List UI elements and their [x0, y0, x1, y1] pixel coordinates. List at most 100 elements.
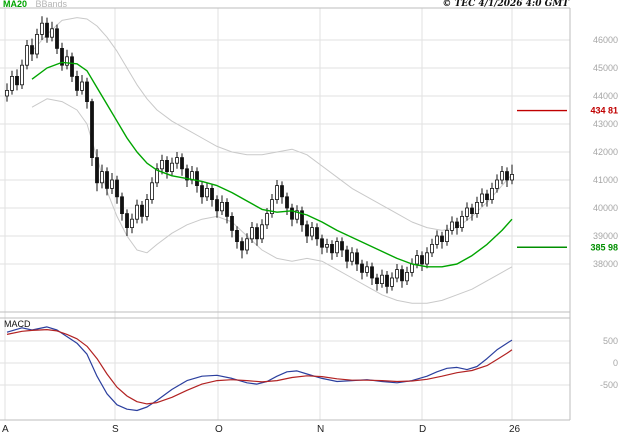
candle-body [295, 210, 299, 220]
candle-body [425, 252, 429, 265]
candle-body [135, 204, 139, 220]
candle-body [120, 196, 124, 215]
candle-body [360, 263, 364, 273]
legend-ma20-label: MA20 [3, 0, 28, 9]
x-axis-label: S [112, 424, 119, 435]
candle-body [65, 56, 69, 66]
candle-body [335, 241, 339, 254]
candle-body [205, 187, 209, 198]
candle-body [380, 274, 384, 285]
candle-body [280, 185, 284, 198]
candle-body [445, 229, 449, 242]
candle-body [415, 255, 419, 265]
candle-body [495, 179, 499, 189]
candle-body [505, 171, 509, 181]
candle-body [90, 101, 94, 158]
candle-body [200, 185, 204, 198]
candle-body [30, 45, 34, 55]
candle-body [475, 201, 479, 214]
candle-body [320, 238, 324, 248]
candle-body [180, 157, 184, 170]
candle-body [110, 179, 114, 189]
x-axis-label: N [317, 424, 324, 435]
candle-body [410, 263, 414, 273]
candle-body [490, 187, 494, 200]
candle-body [405, 271, 409, 282]
candle-body [310, 227, 314, 237]
candle-body [420, 255, 424, 265]
ma20-polyline [31, 61, 513, 268]
candle-body [440, 235, 444, 242]
candle-body [370, 266, 374, 279]
candle-body [250, 227, 254, 240]
candle-body [435, 235, 439, 245]
macd-tick-label: 500 [603, 336, 618, 346]
candle-body [5, 90, 9, 97]
macd-line [6, 326, 513, 412]
candle-body [480, 193, 484, 203]
price-tick-label: 44000 [593, 91, 618, 101]
candle-body [455, 221, 459, 228]
candle-body [365, 266, 369, 273]
candle-body [340, 241, 344, 251]
chart-legend: MA20 BBands [3, 0, 67, 9]
candle-body [390, 277, 394, 287]
candle-body [70, 56, 74, 77]
candle-body [300, 210, 304, 226]
ma20-line [31, 61, 513, 268]
candle-body [105, 171, 109, 189]
candle-body [430, 243, 434, 254]
candle-body [15, 76, 19, 86]
candle-body [485, 193, 489, 200]
macd-signal-line [6, 329, 513, 405]
candle-body [225, 201, 229, 217]
candle-body [395, 269, 399, 279]
axis-labels: 46000 45000 44000 43000 42000 41000 40000 39000… [2, 35, 618, 435]
x-axis-label: D [419, 424, 426, 435]
candle-body [35, 34, 39, 55]
candle-body [260, 224, 264, 240]
candle-body [240, 241, 244, 251]
candle-body [450, 221, 454, 231]
price-tick-label: 43000 [593, 119, 618, 129]
candle-body [195, 171, 199, 187]
candle-body [270, 199, 274, 215]
candle-body [285, 196, 289, 209]
candle-body [45, 22, 49, 38]
candle-body [350, 252, 354, 262]
candle-body [160, 159, 164, 170]
macd-lines [6, 326, 513, 412]
candle-body [20, 64, 24, 86]
price-tick-label: 40000 [593, 203, 618, 213]
candle-body [375, 277, 379, 284]
candle-body [85, 81, 89, 103]
candle-body [400, 269, 404, 282]
price-tick-label: 42000 [593, 147, 618, 157]
price-tick-label: 45000 [593, 63, 618, 73]
candle-body [255, 227, 259, 240]
candle-body [330, 243, 334, 254]
candle-body [55, 28, 59, 49]
price-tick-label: 41000 [593, 175, 618, 185]
candle-body [325, 243, 329, 248]
candle-body [345, 249, 349, 262]
candle-body [75, 76, 79, 91]
candle-body [175, 157, 179, 164]
candle-body [130, 218, 134, 228]
candle-body [235, 229, 239, 242]
price-tick-label: 38000 [593, 259, 618, 269]
candle-body [245, 238, 249, 251]
legend-bbands-label: BBands [35, 0, 68, 9]
candle-body [100, 171, 104, 184]
candle-body [460, 215, 464, 228]
copyright-text: © TEC 4/1/2026 4:0 GMT [442, 0, 569, 9]
macd-tick-label: -500 [600, 380, 618, 390]
candle-body [125, 213, 129, 229]
x-axis-label: A [2, 424, 9, 435]
candle-body [150, 182, 154, 201]
candle-body [470, 207, 474, 214]
candle-body [275, 185, 279, 201]
candle-body [385, 274, 389, 287]
